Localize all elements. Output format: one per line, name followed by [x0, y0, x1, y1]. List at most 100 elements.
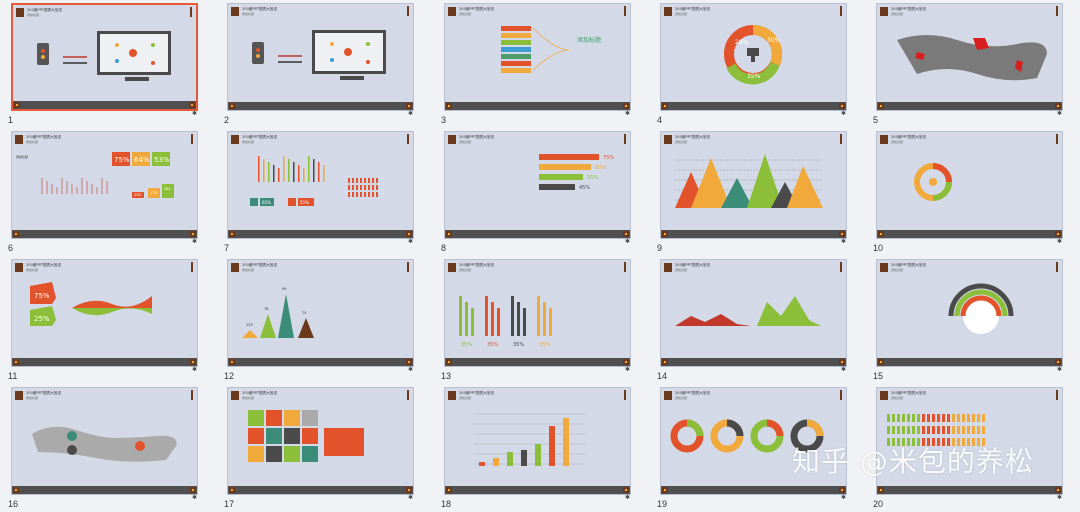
- animation-star-icon[interactable]: ✱: [192, 494, 198, 501]
- svg-text:75%: 75%: [603, 155, 614, 161]
- slide-preview[interactable]: 200套PPT图表大放送 添加标题: [227, 387, 414, 495]
- slide-thumbnail-20[interactable]: 200套PPT图表大放送 添加标题 20 ✱: [865, 384, 1080, 512]
- slide-preview[interactable]: 200套PPT图表大放送 添加标题 75% 25%: [11, 259, 198, 367]
- slide-preview[interactable]: 200套PPT图表大放送 添加标题: [660, 387, 847, 495]
- animation-star-icon[interactable]: ✱: [625, 494, 631, 501]
- slide-thumbnail-5[interactable]: 200套PPT图表大放送 添加标题 5 ✱: [865, 0, 1080, 128]
- bookmark-icon: [840, 390, 842, 400]
- animation-star-icon[interactable]: ✱: [192, 238, 198, 245]
- slide-header: 200套PPT图表大放送 添加标题: [445, 388, 630, 404]
- bookmark-icon: [840, 134, 842, 144]
- slide-thumbnail-18[interactable]: 200套PPT图表大放送 添加标题 18 ✱: [433, 384, 649, 512]
- slide-thumbnail-11[interactable]: 200套PPT图表大放送 添加标题 75% 25% 11 ✱: [0, 256, 216, 384]
- slide-number: 2: [224, 115, 230, 125]
- footer-left-icon: [446, 359, 452, 365]
- slide-preview[interactable]: 200套PPT图表大放送 添加标题: [11, 3, 198, 111]
- slide-footer-bar: [661, 102, 846, 110]
- logo-icon: [16, 8, 24, 17]
- slide-preview[interactable]: 200套PPT图表大放送 添加标题 添加标题 75% 64% 53% 258 178 382: [11, 131, 198, 239]
- footer-right-icon: [190, 231, 196, 237]
- animation-star-icon[interactable]: ✱: [1057, 110, 1063, 117]
- slide-number: 9: [657, 243, 663, 253]
- slide-heading-text: 添加标题: [577, 36, 601, 44]
- slide-preview[interactable]: 200套PPT图表大放送 添加标题 35% 35% 35% 35%: [444, 259, 631, 367]
- animation-star-icon[interactable]: ✱: [408, 110, 414, 117]
- slide-header: 200套PPT图表大放送 添加标题: [661, 388, 846, 404]
- animation-star-icon[interactable]: ✱: [625, 366, 631, 373]
- animation-star-icon[interactable]: ✱: [841, 366, 847, 373]
- slide-preview[interactable]: 200套PPT图表大放送 添加标题 75% 60% 55% 45%: [444, 131, 631, 239]
- svg-text:35%: 35%: [513, 342, 524, 348]
- animation-star-icon[interactable]: ✱: [841, 238, 847, 245]
- slide-chart: [13, 21, 196, 101]
- slide-header: 200套PPT图表大放送 添加标题: [877, 388, 1062, 404]
- slide-preview[interactable]: 200套PPT图表大放送 添加标题: [444, 387, 631, 495]
- slide-number: 8: [441, 243, 447, 253]
- slide-chart: [877, 20, 1062, 102]
- animation-star-icon[interactable]: ✱: [192, 110, 198, 117]
- slide-thumbnail-15[interactable]: 200套PPT图表大放送 添加标题 15 ✱: [865, 256, 1080, 384]
- slide-preview[interactable]: 200套PPT图表大放送 添加标题 28% 30% 35%: [660, 3, 847, 111]
- animation-star-icon[interactable]: ✱: [1057, 494, 1063, 501]
- slide-footer-bar: [12, 358, 197, 366]
- slide-preview[interactable]: 200套PPT图表大放送 添加标题: [876, 387, 1063, 495]
- slide-thumbnail-13[interactable]: 200套PPT图表大放送 添加标题 35% 35% 35% 35% 13 ✱: [433, 256, 649, 384]
- slide-preview[interactable]: 200套PPT图表大放送 添加标题 65% 55%: [227, 131, 414, 239]
- slide-subtitle: 添加标题: [675, 268, 688, 272]
- slide-thumbnail-17[interactable]: 200套PPT图表大放送 添加标题 17 ✱: [216, 384, 432, 512]
- slide-title: 200套PPT图表大放送: [26, 391, 61, 395]
- slide-number: 3: [441, 115, 447, 125]
- animation-star-icon[interactable]: ✱: [408, 366, 414, 373]
- slide-title: 200套PPT图表大放送: [459, 7, 494, 11]
- slide-thumbnail-3[interactable]: 200套PPT图表大放送 添加标题 添加标题 3 ✱: [433, 0, 649, 128]
- slide-thumbnail-7[interactable]: 200套PPT图表大放送 添加标题 65% 55% 7 ✱: [216, 128, 432, 256]
- slide-preview[interactable]: 200套PPT图表大放送 添加标题: [660, 259, 847, 367]
- logo-icon: [880, 7, 888, 16]
- slide-header: 200套PPT图表大放送 添加标题: [228, 388, 413, 404]
- animation-star-icon[interactable]: ✱: [625, 238, 631, 245]
- bookmark-icon: [840, 6, 842, 16]
- slide-preview[interactable]: 200套PPT图表大放送 添加标题 添加标题: [444, 3, 631, 111]
- slide-subtitle: 添加标题: [675, 12, 688, 16]
- animation-star-icon[interactable]: ✱: [841, 110, 847, 117]
- slide-preview[interactable]: 200套PPT图表大放送 添加标题: [227, 3, 414, 111]
- slide-thumbnail-6[interactable]: 200套PPT图表大放送 添加标题 添加标题 75% 64% 53% 258 178 382…: [0, 128, 216, 256]
- bookmark-icon: [190, 7, 192, 17]
- slide-preview[interactable]: 200套PPT图表大放送 添加标题: [876, 259, 1063, 367]
- slide-thumbnail-2[interactable]: 200套PPT图表大放送 添加标题 2 ✱: [216, 0, 432, 128]
- slide-preview[interactable]: 200套PPT图表大放送 添加标题: [876, 3, 1063, 111]
- animation-star-icon[interactable]: ✱: [408, 238, 414, 245]
- slide-preview[interactable]: 200套PPT图表大放送 添加标题: [11, 387, 198, 495]
- footer-right-icon: [406, 359, 412, 365]
- slide-thumbnail-14[interactable]: 200套PPT图表大放送 添加标题 14 ✱: [649, 256, 865, 384]
- slide-thumbnail-16[interactable]: 200套PPT图表大放送 添加标题 16 ✱: [0, 384, 216, 512]
- slide-thumbnail-10[interactable]: 200套PPT图表大放送 添加标题 10 ✱: [865, 128, 1080, 256]
- slide-header: 200套PPT图表大放送 添加标题: [445, 4, 630, 20]
- animation-star-icon[interactable]: ✱: [192, 366, 198, 373]
- logo-icon: [231, 7, 239, 16]
- slide-thumbnail-1[interactable]: 200套PPT图表大放送 添加标题 1 ✱: [0, 0, 216, 128]
- slide-header: 200套PPT图表大放送 添加标题: [445, 132, 630, 148]
- animation-star-icon[interactable]: ✱: [625, 110, 631, 117]
- slide-thumbnail-4[interactable]: 200套PPT图表大放送 添加标题 28% 30% 35% 4 ✱: [649, 0, 865, 128]
- slide-chart: [877, 148, 1062, 230]
- slide-preview[interactable]: 200套PPT图表大放送 添加标题: [876, 131, 1063, 239]
- slide-title: 200套PPT图表大放送: [459, 263, 494, 267]
- animation-star-icon[interactable]: ✱: [1057, 366, 1063, 373]
- slide-preview[interactable]: 200套PPT图表大放送 添加标题 125 78 99 74: [227, 259, 414, 367]
- animation-star-icon[interactable]: ✱: [1057, 238, 1063, 245]
- slide-title: 200套PPT图表大放送: [27, 8, 62, 12]
- logo-icon: [448, 263, 456, 272]
- slide-thumbnail-8[interactable]: 200套PPT图表大放送 添加标题 75% 60% 55% 45% 8 ✱: [433, 128, 649, 256]
- footer-right-icon: [839, 487, 845, 493]
- footer-right-icon: [190, 487, 196, 493]
- slide-thumbnail-9[interactable]: 200套PPT图表大放送 添加标题 9 ✱: [649, 128, 865, 256]
- animation-star-icon[interactable]: ✱: [841, 494, 847, 501]
- slide-thumbnail-19[interactable]: 200套PPT图表大放送 添加标题 19 ✱: [649, 384, 865, 512]
- animation-star-icon[interactable]: ✱: [408, 494, 414, 501]
- slide-preview[interactable]: 200套PPT图表大放送 添加标题: [660, 131, 847, 239]
- watermark: 知乎 @米包的养松: [792, 445, 1034, 478]
- slide-thumbnail-12[interactable]: 200套PPT图表大放送 添加标题 125 78 99 74 12 ✱: [216, 256, 432, 384]
- slide-title: 200套PPT图表大放送: [242, 263, 277, 267]
- slide-subtitle: 添加标题: [26, 268, 39, 272]
